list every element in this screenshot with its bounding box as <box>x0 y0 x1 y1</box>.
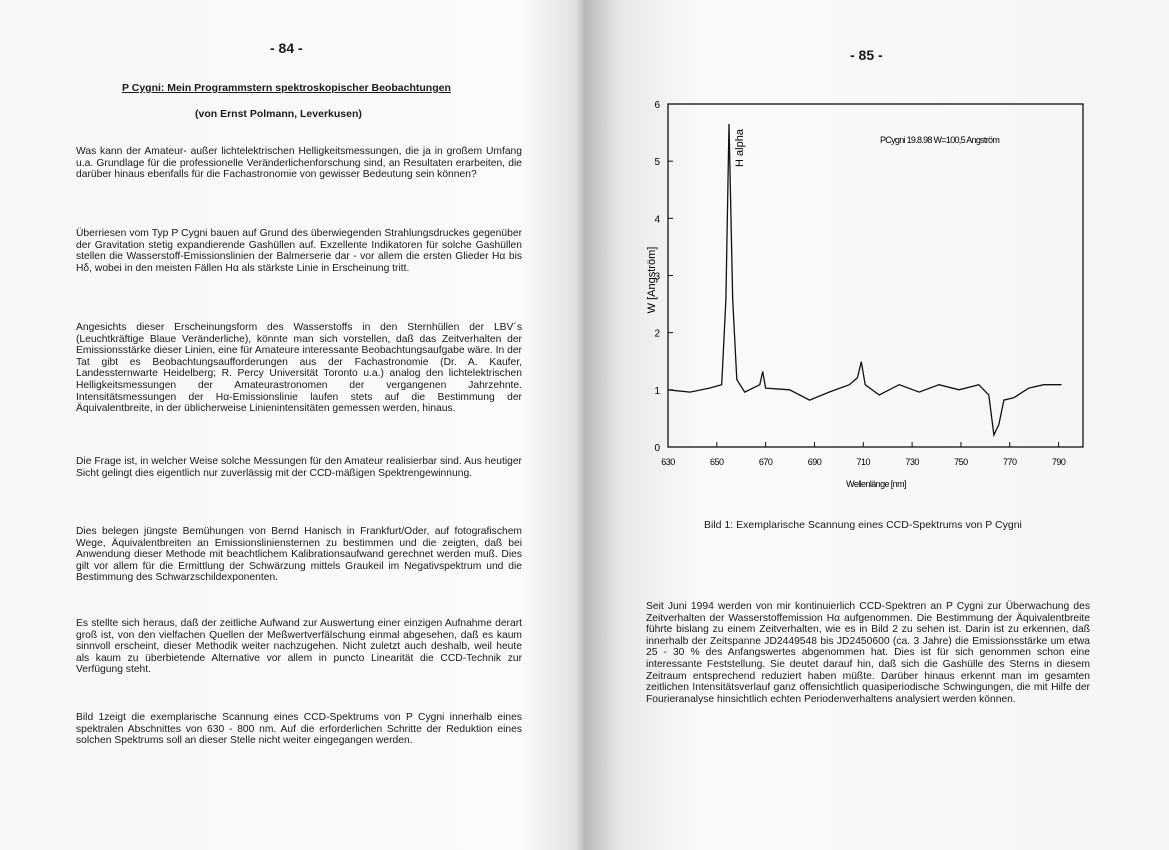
x-tick-label: 770 <box>1003 457 1017 467</box>
x-tick-label: 790 <box>1052 457 1066 467</box>
author: (von Ernst Polmann, Leverkusen) <box>195 108 362 120</box>
paragraph: Angesichts dieser Erscheinungsform des W… <box>76 322 522 415</box>
x-tick-label: 630 <box>661 457 675 467</box>
x-tick-label: 650 <box>710 457 724 467</box>
y-tick-label: 3 <box>654 272 660 283</box>
y-axis-label: W [Angström] <box>646 247 658 314</box>
y-tick-label: 6 <box>654 100 660 111</box>
y-tick-label: 1 <box>654 386 660 397</box>
paragraph: Die Frage ist, in welcher Weise solche M… <box>76 456 522 479</box>
y-tick-label: 0 <box>654 443 660 454</box>
paragraph: Es stellte sich heraus, daß der zeitlich… <box>76 618 522 676</box>
y-tick-label: 5 <box>654 157 660 168</box>
x-axis-label: Wellenlänge [nm] <box>846 479 906 489</box>
paragraph: Was kann der Amateur- außer lichtelektri… <box>76 146 522 181</box>
paragraph: Seit Juni 1994 werden von mir kontinuier… <box>646 601 1090 705</box>
figure-caption: Bild 1: Exemplarische Scannung eines CCD… <box>704 519 1022 531</box>
y-tick-label: 2 <box>654 329 660 340</box>
paragraph: Überriesen vom Typ P Cygni bauen auf Gru… <box>76 228 522 274</box>
paragraph: Bild 1zeigt die exemplarische Scannung e… <box>76 712 522 747</box>
x-tick-label: 690 <box>808 457 822 467</box>
spectrum-line <box>667 123 1062 438</box>
page-number: - 85 - <box>850 47 883 63</box>
x-tick-label: 710 <box>857 457 871 467</box>
annotation: H alpha <box>734 128 746 167</box>
y-tick-label: 4 <box>654 214 660 225</box>
paragraph: Dies belegen jüngste Bemühungen von Bern… <box>76 526 522 584</box>
annotation: PCygni 19.8.98 W=100,5 Angström <box>880 135 999 145</box>
x-tick-label: 730 <box>905 457 919 467</box>
x-tick-label: 750 <box>954 457 968 467</box>
page-number: - 84 - <box>270 40 303 56</box>
article-title: P Cygni: Mein Programmstern spektroskopi… <box>122 82 451 94</box>
x-tick-label: 670 <box>759 457 773 467</box>
